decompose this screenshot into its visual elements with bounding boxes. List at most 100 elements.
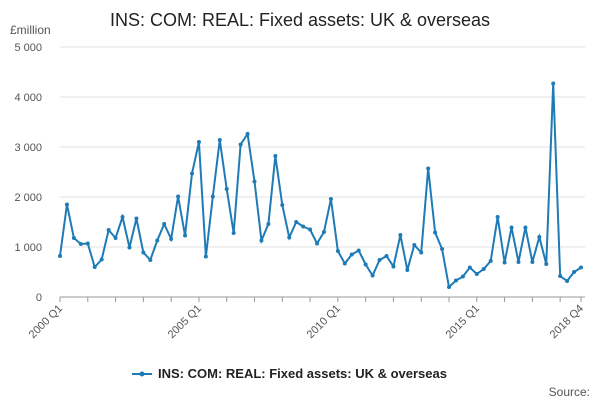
data-point	[523, 225, 528, 230]
data-point	[544, 262, 549, 266]
data-point	[217, 138, 222, 142]
data-point	[252, 179, 257, 184]
data-point	[148, 258, 153, 262]
data-point	[162, 222, 167, 226]
data-point	[579, 265, 583, 270]
data-point	[537, 235, 542, 239]
y-tick-label: 2 000	[14, 192, 42, 204]
data-point	[224, 187, 229, 191]
data-point	[78, 242, 83, 246]
data-point	[280, 203, 285, 207]
data-point	[58, 254, 62, 258]
data-point	[92, 265, 97, 269]
data-point	[328, 197, 333, 201]
data-point	[384, 254, 389, 258]
data-point	[440, 247, 445, 251]
data-point	[363, 262, 368, 267]
series-points	[58, 81, 583, 289]
source-label: Source:	[549, 385, 590, 399]
data-point	[85, 241, 90, 246]
data-point	[287, 235, 292, 240]
data-point	[551, 81, 556, 86]
x-tick-labels: 2000 Q1 2005 Q1 2010 Q1 2015 Q1 2018 Q4	[27, 303, 586, 341]
legend: INS: COM: REAL: Fixed assets: UK & overs…	[132, 366, 447, 381]
gridlines	[59, 46, 585, 302]
x-tick-label: 2018 Q4	[548, 303, 586, 341]
data-point	[481, 267, 486, 271]
y-tick-label: 1 000	[14, 242, 42, 254]
data-point	[474, 272, 479, 276]
data-point	[238, 142, 243, 147]
data-point	[433, 230, 438, 235]
data-point	[169, 237, 174, 241]
data-point	[301, 224, 306, 229]
data-point	[495, 215, 500, 219]
series-line	[59, 83, 582, 289]
x-tick-label: 2010 Q1	[305, 303, 343, 341]
data-point	[558, 274, 563, 278]
data-point	[412, 243, 417, 247]
data-point	[259, 238, 264, 243]
data-point	[155, 238, 160, 243]
data-point	[377, 258, 382, 262]
data-point	[294, 220, 299, 224]
data-point	[134, 216, 139, 221]
data-point	[426, 166, 431, 171]
data-point	[509, 225, 514, 230]
data-point	[321, 230, 326, 234]
data-point	[419, 250, 424, 255]
y-tick-label: 0	[36, 292, 42, 304]
data-point	[189, 171, 194, 176]
data-point	[106, 228, 111, 232]
data-point	[467, 265, 472, 270]
x-tick-label: 2015 Q1	[444, 303, 482, 341]
data-point	[391, 264, 396, 269]
data-point	[398, 233, 403, 237]
data-point	[127, 245, 132, 250]
data-point	[488, 259, 493, 263]
legend-label: INS: COM: REAL: Fixed assets: UK & overs…	[158, 366, 447, 381]
data-point	[405, 268, 410, 272]
data-point	[530, 260, 535, 264]
data-point	[565, 279, 570, 283]
data-point	[447, 285, 452, 289]
x-tick-label: 2000 Q1	[27, 303, 65, 341]
data-point	[335, 249, 340, 253]
data-point	[342, 261, 347, 266]
data-point	[516, 260, 521, 264]
data-point	[71, 236, 76, 240]
chart-title: INS: COM: REAL: Fixed assets: UK & overs…	[110, 10, 490, 30]
data-point	[120, 215, 125, 219]
data-point	[572, 270, 577, 274]
legend-swatch-dot	[139, 371, 145, 377]
data-point	[308, 227, 313, 232]
data-point	[176, 194, 181, 199]
data-point	[315, 241, 320, 246]
data-point	[266, 222, 271, 226]
y-axis-unit: £million	[10, 23, 51, 37]
data-point	[370, 273, 375, 278]
y-tick-label: 3 000	[14, 142, 42, 154]
data-point	[210, 194, 215, 199]
x-tick-label: 2005 Q1	[166, 303, 204, 341]
data-point	[231, 231, 236, 235]
data-point	[349, 252, 354, 257]
data-point	[183, 233, 188, 238]
data-point	[502, 260, 507, 265]
data-point	[245, 132, 250, 136]
data-point	[273, 154, 278, 158]
data-point	[453, 278, 458, 283]
data-point	[141, 250, 146, 255]
y-tick-labels: 0 1 000 2 000 3 000 4 000 5 000	[14, 42, 42, 304]
data-point	[356, 248, 361, 253]
data-point	[196, 140, 201, 144]
data-point	[203, 254, 208, 259]
data-point	[99, 257, 104, 262]
y-tick-label: 4 000	[14, 92, 42, 104]
data-point	[113, 236, 118, 240]
y-tick-label: 5 000	[14, 42, 42, 54]
data-point	[460, 274, 465, 279]
data-point	[64, 202, 69, 207]
